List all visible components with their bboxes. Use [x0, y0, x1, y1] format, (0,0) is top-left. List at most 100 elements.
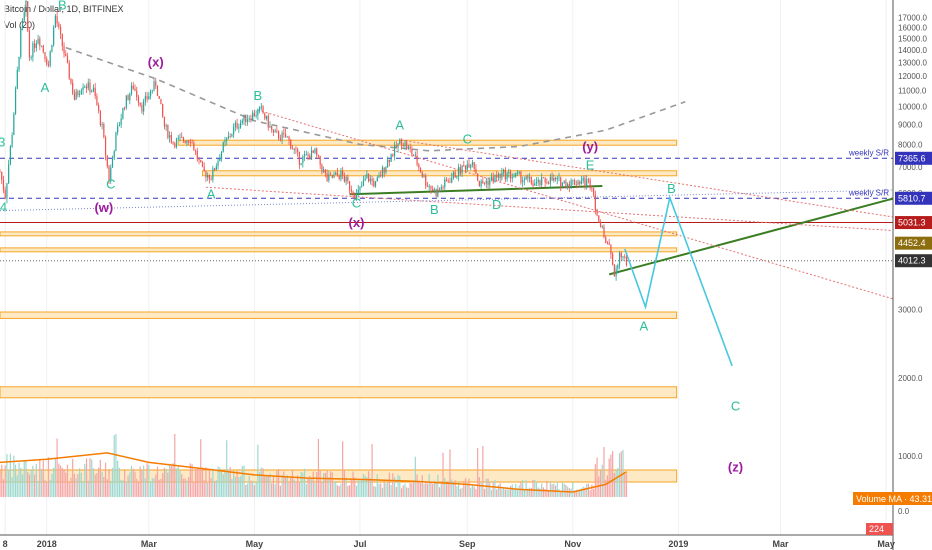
candle-body: [269, 125, 271, 128]
candle-body: [568, 184, 570, 188]
candle-body: [376, 177, 378, 182]
volume-bar: [383, 479, 385, 497]
candle-body: [130, 85, 133, 94]
volume-bar: [329, 471, 332, 497]
volume-bar: [42, 460, 44, 497]
volume-bar: [248, 475, 250, 497]
candle-body: [288, 136, 290, 140]
candle-body: [489, 179, 491, 185]
candle-body: [6, 183, 8, 199]
candle-body: [213, 168, 216, 171]
volume-bar: [463, 481, 465, 497]
candle-body: [309, 155, 311, 160]
candle-body: [25, 1, 27, 13]
volume-bar: [103, 476, 105, 497]
volume-bar: [499, 483, 501, 497]
volume-bar: [295, 481, 297, 497]
volume-bar: [198, 468, 200, 497]
volume-bar: [49, 480, 51, 497]
volume-bar: [165, 468, 167, 497]
volume-bar: [316, 471, 318, 497]
volume-bar: [113, 435, 115, 497]
candle-body: [224, 140, 226, 143]
candle-body: [587, 179, 590, 181]
volume-bar: [376, 474, 378, 497]
volume-bar: [399, 476, 401, 497]
volume-bar: [466, 483, 468, 497]
time-tick-label: Mar: [773, 539, 790, 549]
candle-body: [625, 256, 628, 266]
wave-label: (w): [94, 200, 113, 215]
zone-layer: [0, 139, 678, 483]
candle-body: [352, 191, 354, 195]
wave-label: E: [586, 157, 595, 172]
candle-body: [186, 140, 188, 143]
candle-body: [553, 177, 555, 181]
candle-body: [449, 181, 451, 183]
candle-body: [561, 182, 564, 187]
volume-bar: [445, 482, 448, 497]
volume-bar: [44, 479, 46, 497]
volume-bar: [390, 484, 392, 497]
candle-body: [153, 81, 155, 91]
volume-bar: [25, 461, 27, 497]
volume-bar: [72, 458, 74, 497]
candle-body: [241, 120, 243, 123]
candle-body: [541, 177, 543, 186]
volume-bar: [362, 474, 365, 497]
candle-body: [222, 142, 224, 152]
support-zone: [201, 170, 678, 177]
volume-bar: [447, 482, 449, 497]
candle-body: [342, 170, 344, 176]
support-zone: [0, 231, 678, 237]
candle-body: [96, 96, 98, 106]
candle-body: [598, 215, 600, 223]
candle-body: [229, 136, 231, 137]
volume-bar: [68, 481, 70, 497]
candle-body: [99, 110, 101, 125]
volume-last-value: 224: [869, 524, 884, 534]
candle-body: [483, 183, 486, 184]
volume-bar: [573, 490, 576, 497]
candle-body: [248, 118, 250, 120]
candle-body: [501, 172, 503, 179]
support-zone: [0, 311, 678, 319]
volume-bar: [589, 490, 591, 497]
candle-body: [463, 165, 465, 167]
candle-body: [316, 148, 318, 155]
candle-body: [276, 130, 278, 132]
candle-body: [535, 182, 538, 184]
wave-label: B: [430, 202, 439, 217]
volume-bar: [461, 487, 463, 497]
volume-bar: [283, 471, 285, 497]
candle-body: [525, 176, 527, 180]
candle-body: [110, 167, 112, 182]
volume-bar: [518, 485, 520, 497]
volume-bar: [196, 468, 198, 497]
candle-body: [324, 169, 326, 174]
support-zone: [0, 247, 678, 253]
volume-bar: [201, 467, 204, 497]
volume-bar: [319, 470, 321, 497]
candle-body: [373, 181, 375, 187]
volume-bar: [419, 483, 422, 497]
volume-bar: [51, 474, 53, 497]
candle-body: [134, 88, 136, 91]
volume-bar: [464, 477, 467, 497]
candle-body: [554, 177, 557, 180]
candle-body: [51, 44, 53, 52]
volume-bar: [368, 471, 370, 497]
price-badge: [895, 216, 932, 230]
volume-bar: [615, 470, 617, 497]
candle-body: [468, 164, 470, 168]
candle-body: [335, 172, 337, 175]
volume-bar: [492, 481, 494, 497]
candle-body: [163, 116, 166, 127]
candle-body: [478, 180, 480, 187]
volume-bar: [238, 477, 240, 497]
price-tick-label: 8000.0: [898, 140, 923, 149]
volume-bar: [144, 478, 146, 497]
volume-bar: [605, 479, 607, 497]
volume-bar: [515, 484, 517, 497]
